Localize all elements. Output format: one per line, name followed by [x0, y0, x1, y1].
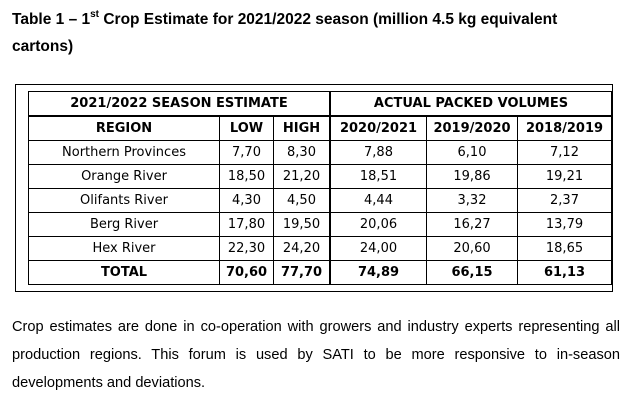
value-cell: 24,00 [329, 236, 427, 261]
value-cell: 18,50 [219, 164, 274, 189]
value-cell: 19,86 [426, 164, 518, 189]
region-cell: Northern Provinces [28, 140, 220, 165]
column-header-high: HIGH [273, 115, 331, 141]
group-header-estimate: 2021/2022 SEASON ESTIMATE [28, 91, 331, 117]
table-row: Orange River 18,50 21,20 18,51 19,86 19,… [28, 164, 612, 189]
total-value-cell: 61,13 [517, 260, 612, 285]
column-header-row: REGION LOW HIGH 2020/2021 2019/2020 2018… [28, 115, 612, 141]
value-cell: 8,30 [273, 140, 331, 165]
total-value-cell: 77,70 [273, 260, 331, 285]
caption-rest: Crop Estimate for 2021/2022 season (mill… [12, 11, 558, 55]
value-cell: 7,12 [517, 140, 612, 165]
table-row: Olifants River 4,30 4,50 4,44 3,32 2,37 [28, 188, 612, 213]
value-cell: 24,20 [273, 236, 331, 261]
column-header-2020-2021: 2020/2021 [329, 115, 427, 141]
caption-prefix: Table 1 – 1 [12, 11, 91, 28]
column-header-region: REGION [28, 115, 220, 141]
group-header-row: 2021/2022 SEASON ESTIMATE ACTUAL PACKED … [28, 91, 612, 117]
value-cell: 17,80 [219, 212, 274, 237]
crop-estimate-table: 2021/2022 SEASON ESTIMATE ACTUAL PACKED … [28, 91, 612, 285]
value-cell: 2,37 [517, 188, 612, 213]
value-cell: 18,65 [517, 236, 612, 261]
value-cell: 3,32 [426, 188, 518, 213]
total-label-cell: TOTAL [28, 260, 220, 285]
column-header-2018-2019: 2018/2019 [517, 115, 612, 141]
total-value-cell: 74,89 [329, 260, 427, 285]
value-cell: 7,70 [219, 140, 274, 165]
value-cell: 4,30 [219, 188, 274, 213]
value-cell: 19,50 [273, 212, 331, 237]
column-header-2019-2020: 2019/2020 [426, 115, 518, 141]
region-cell: Olifants River [28, 188, 220, 213]
value-cell: 19,21 [517, 164, 612, 189]
group-header-actual: ACTUAL PACKED VOLUMES [329, 91, 612, 117]
value-cell: 20,06 [329, 212, 427, 237]
value-cell: 6,10 [426, 140, 518, 165]
table-row: Hex River 22,30 24,20 24,00 20,60 18,65 [28, 236, 612, 261]
column-header-low: LOW [219, 115, 274, 141]
value-cell: 7,88 [329, 140, 427, 165]
total-row: TOTAL 70,60 77,70 74,89 66,15 61,13 [28, 260, 612, 285]
total-value-cell: 66,15 [426, 260, 518, 285]
body-paragraph: Crop estimates are done in co-operation … [12, 319, 620, 391]
value-cell: 18,51 [329, 164, 427, 189]
total-value-cell: 70,60 [219, 260, 274, 285]
table-frame: 2021/2022 SEASON ESTIMATE ACTUAL PACKED … [15, 84, 613, 292]
value-cell: 13,79 [517, 212, 612, 237]
value-cell: 22,30 [219, 236, 274, 261]
table-row: Berg River 17,80 19,50 20,06 16,27 13,79 [28, 212, 612, 237]
value-cell: 16,27 [426, 212, 518, 237]
region-cell: Orange River [28, 164, 220, 189]
value-cell: 21,20 [273, 164, 331, 189]
region-cell: Hex River [28, 236, 220, 261]
table-caption: Table 1 – 1st Crop Estimate for 2021/202… [12, 6, 622, 60]
value-cell: 20,60 [426, 236, 518, 261]
value-cell: 4,44 [329, 188, 427, 213]
table-row: Northern Provinces 7,70 8,30 7,88 6,10 7… [28, 140, 612, 165]
value-cell: 4,50 [273, 188, 331, 213]
caption-superscript: st [90, 8, 100, 20]
region-cell: Berg River [28, 212, 220, 237]
